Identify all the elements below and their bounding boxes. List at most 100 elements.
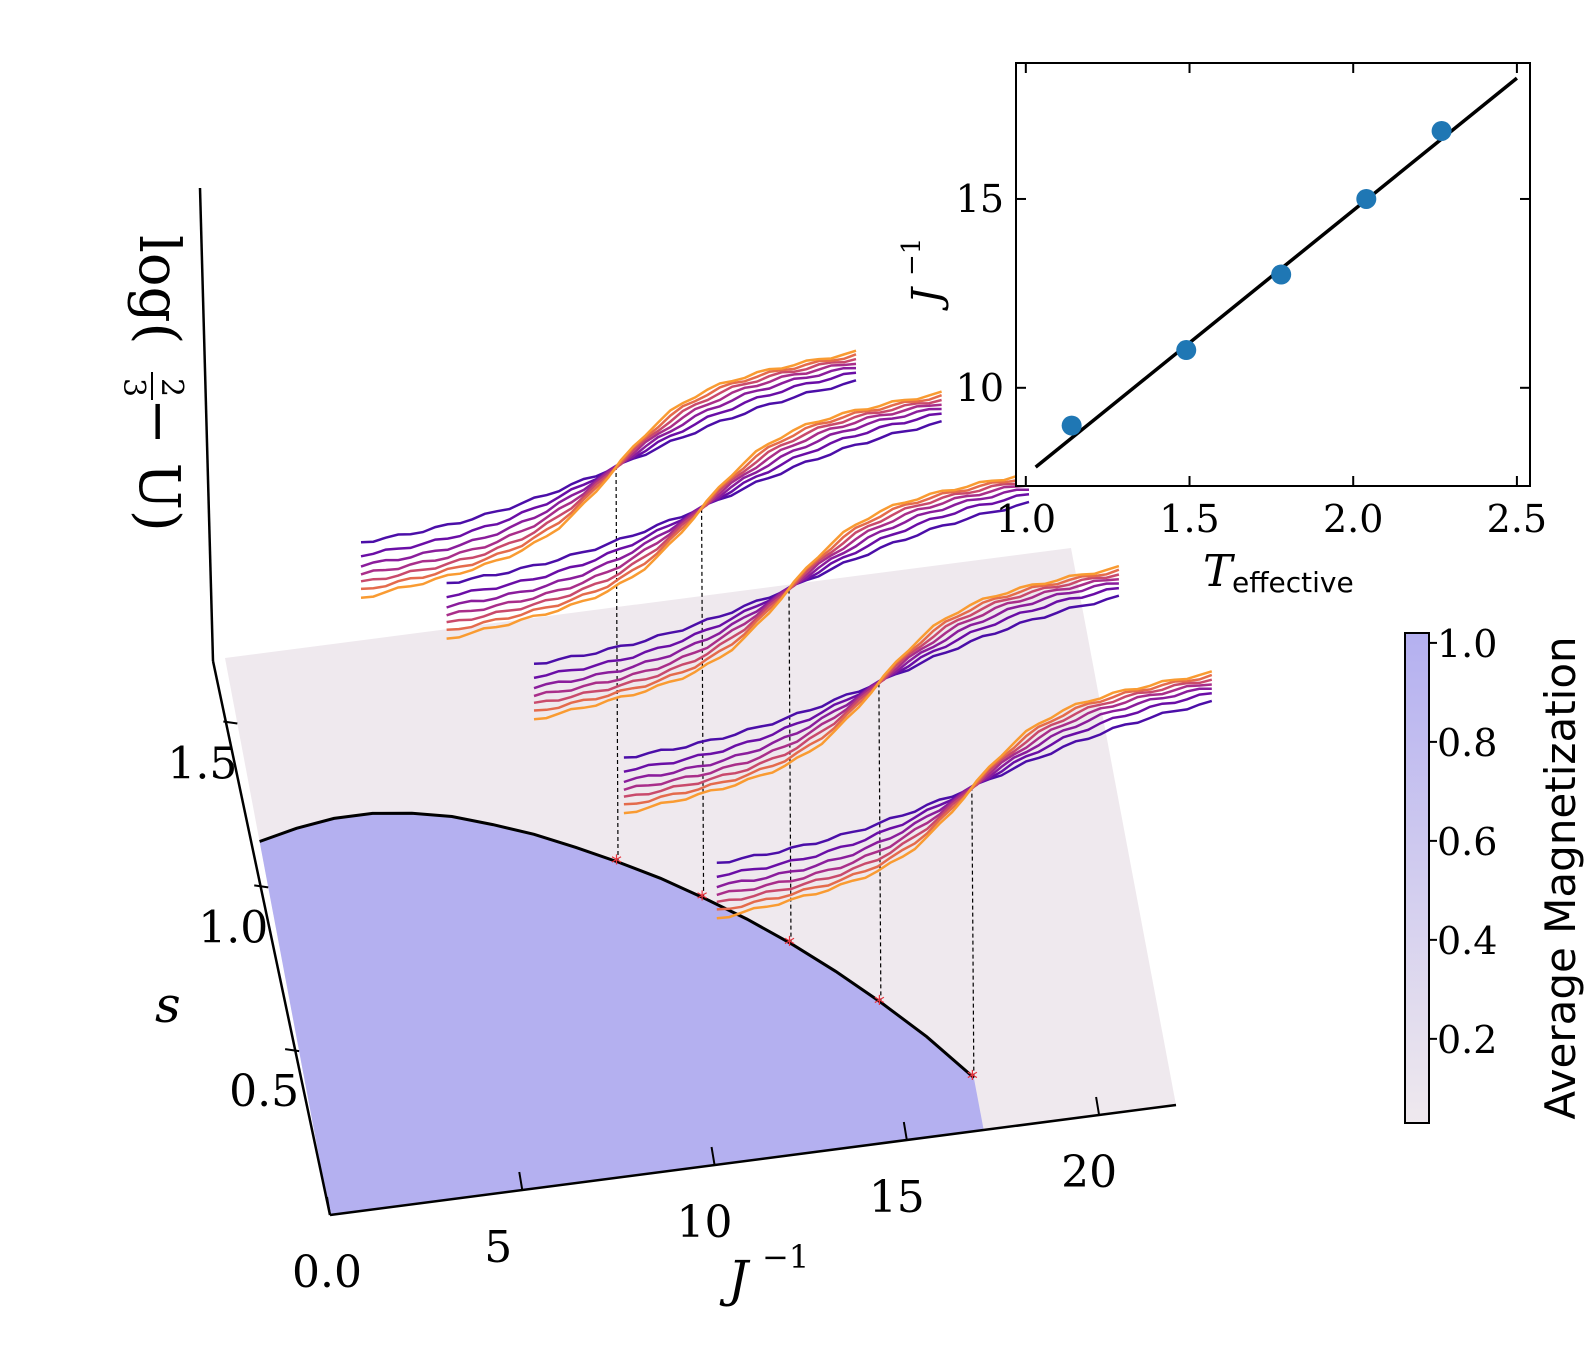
inset-x-title: T effective [1203,546,1354,599]
axes-3d [198,187,1177,1217]
x-tick-label-3d: 15 [869,1172,925,1223]
critical-point-marker: * [611,852,622,877]
x-tick-mark-3d [1095,1096,1101,1116]
inset-y-title: J −1 [897,238,950,311]
z-axis-title-den: 3 [116,378,151,397]
binder-curve-group [360,349,857,599]
inset-x-title-base: T [1203,546,1236,597]
drop-line [788,588,792,944]
ordered-phase-region [259,813,984,1215]
colorbar-label: Average Magnetization [1536,636,1585,1119]
binder-curve-group [446,390,943,640]
x-axis-line-3d [329,1103,1177,1217]
critical-drop-lines [615,467,975,1078]
inset-point [1431,120,1452,141]
inset-y-tick-label: 15 [956,177,1004,221]
drop-line [700,507,705,898]
critical-point-marker: * [874,992,885,1017]
s-tick-mark-3d [223,720,238,725]
colorbar-tick-label: 0.8 [1437,721,1497,765]
binder-curve [623,582,1119,784]
s-axis-title: s [155,976,181,1034]
binder-curve [446,403,942,617]
inset-point [1271,264,1292,285]
colorbar-ticks: 0.2 0.4 0.6 0.8 1.0 [1429,622,1497,1062]
z-axis-title-num: 2 [154,378,189,397]
colorbar-tick-label: 0.2 [1437,1018,1497,1062]
inset-point [1176,340,1197,361]
s-axis-line-3d [211,660,332,1216]
binder-curve [360,366,857,568]
s-tick-label-3d: 1.0 [198,902,268,953]
colorbar-tick-label: 1.0 [1437,622,1497,666]
drop-line [878,682,882,1003]
inset-x-tick-label: 2.5 [1487,497,1547,541]
binder-curve [716,687,1212,889]
critical-point-marker: * [784,934,795,959]
x-tick-mark-3d [326,1196,331,1216]
binder-curve [716,670,1213,920]
x-tick-mark-3d [902,1121,908,1141]
inset-x-tick-label: 2.0 [1323,497,1383,541]
binder-curve [446,412,942,599]
binder-curve [360,362,857,576]
binder-curve [360,379,857,544]
inset-y-tick-label: 10 [956,366,1004,410]
z-axis-title-tail: − U) [126,398,191,532]
drop-line [615,467,619,863]
x-tick-mark-3d [710,1146,716,1166]
inset-point [1356,188,1377,209]
binder-curve-group [623,564,1120,815]
x-axis-title-base: J [719,1250,751,1308]
binder-curve [716,683,1212,897]
inset-point [1061,415,1082,436]
inset-x-tick-label: 1.5 [1159,497,1219,541]
colorbar-tick-label: 0.6 [1437,820,1497,864]
colorbar: 0.2 0.4 0.6 0.8 1.0 Average Magnetization [1404,622,1585,1124]
s-tick-mark-3d [284,1048,300,1053]
inset-y-title-sup: −1 [897,238,927,276]
z-axis-title: log( 2 3 − U) [116,235,191,532]
critical-point-markers: * * * * * [611,852,978,1093]
binder-curve-group [533,471,1030,721]
inset-x-tick-label: 1.0 [996,497,1056,541]
binder-curve [446,419,942,585]
phase-boundary-line [259,811,975,1079]
binder-curve [533,471,1030,721]
s-tick-label-3d: 1.5 [167,739,237,790]
binder-curve-group [716,670,1213,920]
binder-curve [623,578,1120,791]
colorbar-strip [1404,632,1430,1124]
binder-curve [360,357,857,583]
critical-point-marker: * [697,888,708,913]
x-tick-label-3d: 10 [677,1197,733,1248]
inset-x-title-sub: effective [1232,566,1354,599]
x-axis-title-3d: J −1 [719,1238,809,1308]
binder-cumulant-curves [360,349,1213,920]
colorbar-title: Average Magnetization [1536,636,1585,1119]
x-axis-title-sup: −1 [762,1238,809,1276]
binder-curve [716,678,1213,904]
inset-scatter-panel: 1.0 1.5 2.0 2.5 10 15 T effective J −1 [897,62,1547,599]
surface-3d-panel: 0.0 5 10 15 20 0.5 1.0 1.5 * * * * * J −1 s log( 2 … [116,187,1213,1308]
x-tick-label-3d: 20 [1061,1147,1117,1198]
binder-curve [446,407,942,609]
binder-curve [623,573,1120,798]
inset-ticks: 1.0 1.5 2.0 2.5 10 15 [956,63,1547,541]
inset-y-title-base: J [904,286,950,311]
binder-curve [533,488,1030,690]
x-tick-mark-3d [518,1171,524,1191]
binder-curve [446,390,942,640]
x-tick-label-3d: 5 [484,1222,512,1273]
colorbar-tick-label: 0.4 [1437,919,1497,963]
z-axis-line-3d [198,187,215,662]
ticks-3d: 0.0 5 10 15 20 0.5 1.0 1.5 [167,720,1117,1298]
binder-curve [446,398,942,624]
inset-points [1061,120,1452,436]
binder-curve [533,484,1030,698]
drop-line [971,787,975,1078]
z-axis-title-log: log( [126,235,191,344]
s-tick-mark-3d [254,884,269,889]
binder-curve [623,564,1120,815]
